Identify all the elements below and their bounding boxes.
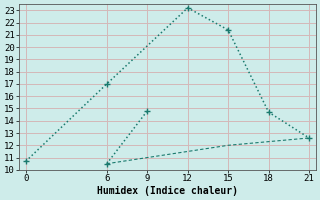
X-axis label: Humidex (Indice chaleur): Humidex (Indice chaleur) [97,186,238,196]
